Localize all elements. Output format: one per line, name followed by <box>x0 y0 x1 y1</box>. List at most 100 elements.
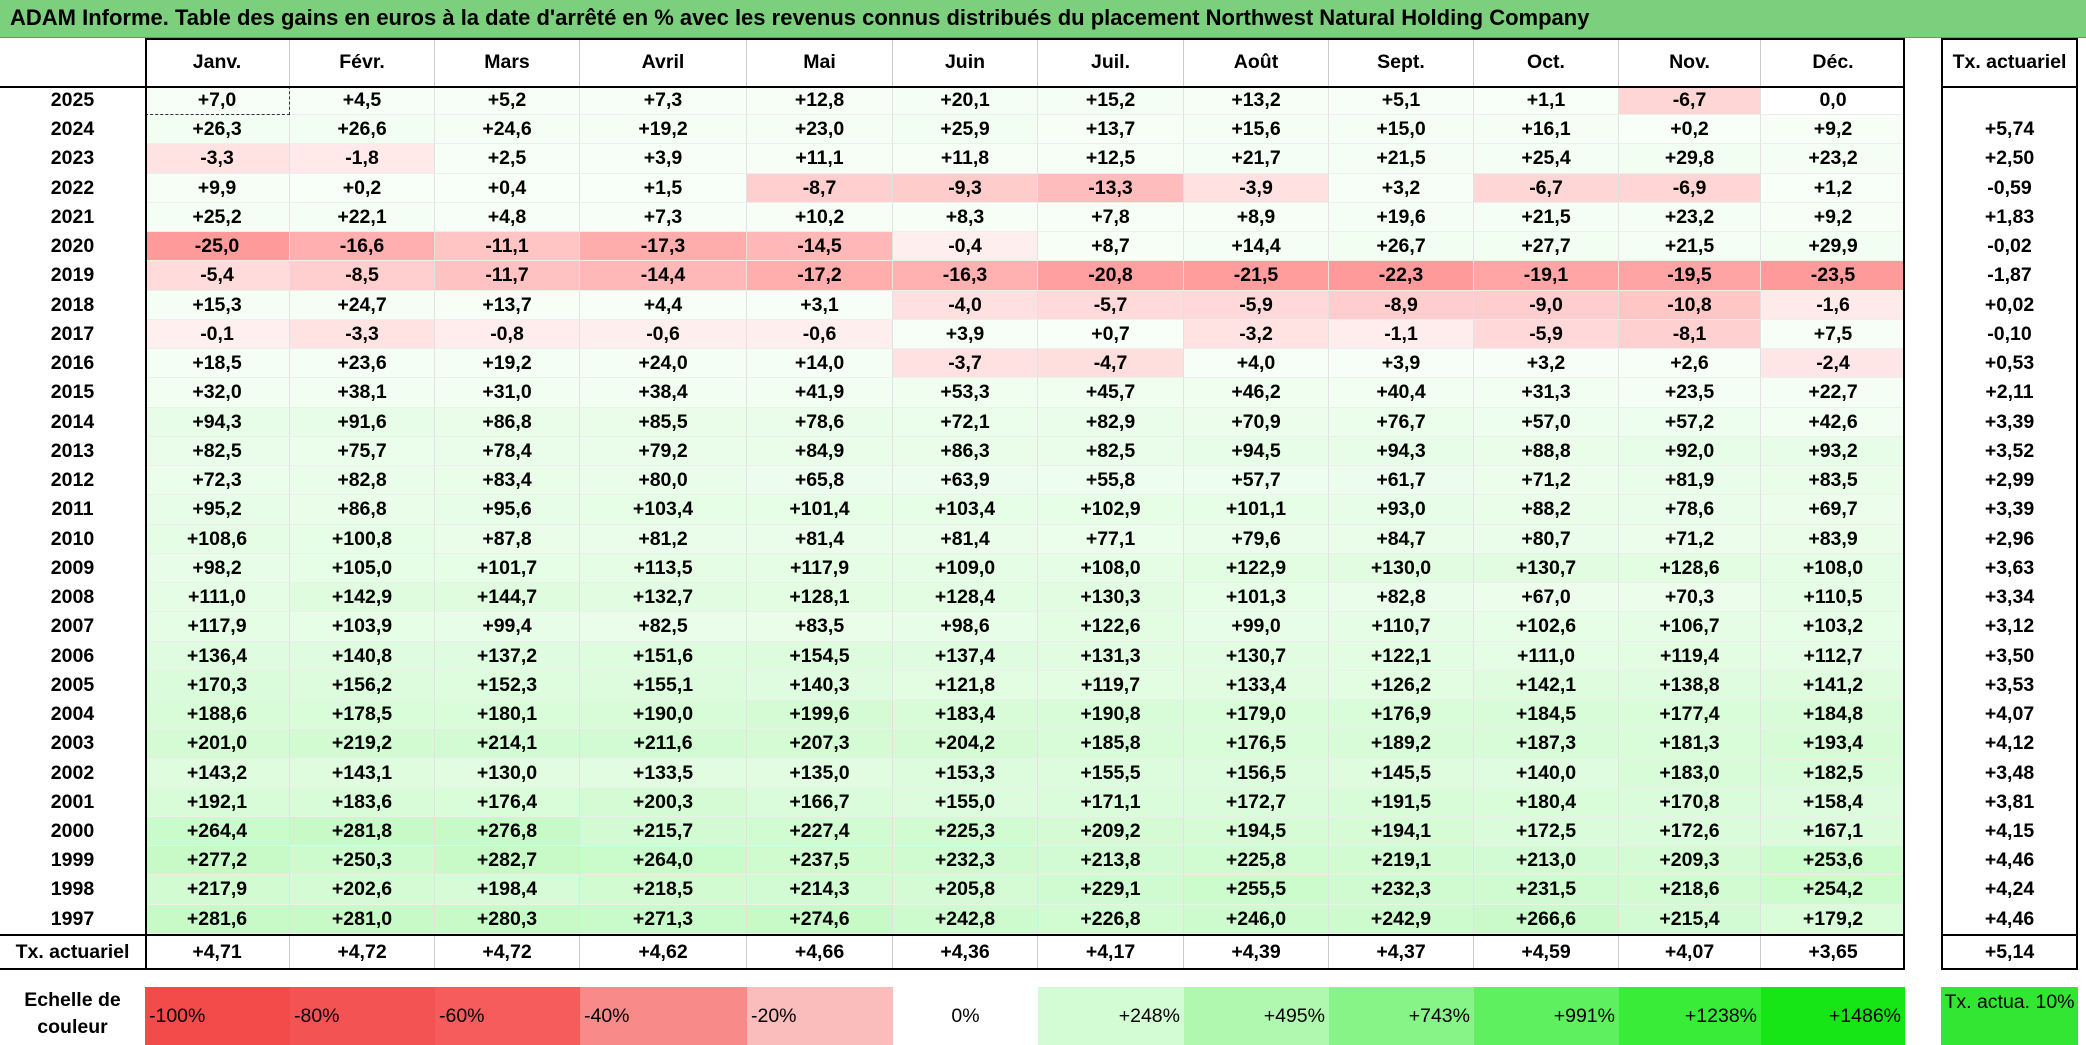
row-year-label: 1997 <box>50 907 95 930</box>
table-cell: +88,8 <box>1474 436 1619 467</box>
row-rate-cell: +0,02 <box>1984 293 2035 316</box>
table-cell: +3,9 <box>893 319 1038 350</box>
table-cell: +16,1 <box>1474 115 1619 145</box>
table-cell: +0,4 <box>435 173 580 203</box>
table-cell: +281,0 <box>290 904 435 934</box>
table-cell: +154,5 <box>747 641 893 671</box>
row-rate-cell: +4,07 <box>1984 703 2035 726</box>
table-cell: +133,5 <box>580 758 747 788</box>
table-cell: +20,1 <box>893 86 1038 116</box>
table-cell: +3,1 <box>747 290 893 320</box>
row-rate-cell <box>1941 86 2078 115</box>
table-cell: -1,6 <box>1761 290 1905 320</box>
table-cell: +38,1 <box>290 378 435 408</box>
table-cell: +153,3 <box>893 758 1038 788</box>
table-cell: +26,7 <box>1329 232 1474 262</box>
row-year-label: 2023 <box>50 147 95 170</box>
table-cell: +57,7 <box>1184 466 1329 496</box>
table-cell: +103,4 <box>580 495 747 525</box>
legend-swatch: 0% <box>893 986 1038 1045</box>
row-rate-cell: +0,53 <box>1984 352 2035 375</box>
table-cell: +119,7 <box>1038 670 1184 701</box>
table-cell: +38,4 <box>580 378 747 408</box>
table-cell: -3,9 <box>1184 173 1329 203</box>
table-cell: +110,7 <box>1329 612 1474 642</box>
table-cell: +128,1 <box>747 583 893 613</box>
table-cell: -23,5 <box>1761 261 1905 291</box>
table-cell: +81,4 <box>747 524 893 554</box>
column-header-month: Sept. <box>1329 38 1474 86</box>
legend-swatch: +991% <box>1474 986 1619 1045</box>
table-cell: +225,8 <box>1184 846 1329 876</box>
table-cell: +15,2 <box>1038 86 1184 116</box>
table-cell: -8,5 <box>290 261 435 291</box>
table-cell: +194,5 <box>1184 817 1329 847</box>
table-cell: +21,7 <box>1184 144 1329 174</box>
row-year-label: 2003 <box>50 732 95 755</box>
table-cell: +65,8 <box>747 466 893 496</box>
table-cell: -1,1 <box>1329 319 1474 350</box>
table-cell: +19,6 <box>1329 202 1474 233</box>
table-cell: +237,5 <box>747 846 893 876</box>
table-cell: +83,5 <box>747 612 893 642</box>
row-rate-cell: +2,11 <box>1985 381 2034 404</box>
table-cell: +79,6 <box>1184 524 1329 554</box>
table-cell: -6,7 <box>1619 86 1761 116</box>
table-cell: -20,8 <box>1038 261 1184 291</box>
table-cell: +26,6 <box>290 115 435 145</box>
table-cell: +264,4 <box>145 817 290 847</box>
table-cell: +13,7 <box>435 290 580 320</box>
table-cell: +86,3 <box>893 436 1038 467</box>
table-cell: +84,7 <box>1329 524 1474 554</box>
table-cell: +14,0 <box>747 349 893 379</box>
column-header-month: Mai <box>747 38 893 86</box>
table-cell: +94,3 <box>1329 436 1474 467</box>
table-cell: +142,1 <box>1474 670 1619 701</box>
table-cell: +86,8 <box>290 495 435 525</box>
table-cell: +277,2 <box>145 846 290 876</box>
row-rate-cell: +2,50 <box>1984 147 2035 170</box>
table-cell: -5,9 <box>1184 290 1329 320</box>
table-cell: +214,3 <box>747 875 893 905</box>
table-cell: +122,9 <box>1184 553 1329 584</box>
table-cell: +11,1 <box>747 144 893 174</box>
column-header-month: Oct. <box>1474 38 1619 86</box>
table-cell: +67,0 <box>1474 583 1619 613</box>
table-cell: +7,5 <box>1761 319 1905 350</box>
row-year-label: 2021 <box>50 205 95 228</box>
row-rate-cell: -0,59 <box>1987 176 2032 199</box>
row-year-label: 2004 <box>50 703 95 726</box>
table-cell: +209,3 <box>1619 846 1761 876</box>
table-cell: +12,5 <box>1038 144 1184 174</box>
table-cell: +3,9 <box>1329 349 1474 379</box>
table-cell: +229,1 <box>1038 875 1184 905</box>
table-cell: +172,7 <box>1184 787 1329 817</box>
footer-rate-cell: +4,36 <box>893 933 1038 970</box>
table-cell: +144,7 <box>435 583 580 613</box>
table-cell: -19,1 <box>1474 261 1619 291</box>
table-cell: +92,0 <box>1619 436 1761 467</box>
row-rate-cell: +1,83 <box>1984 205 2035 228</box>
legend-swatch: +248% <box>1038 986 1184 1045</box>
table-cell: +193,4 <box>1761 729 1905 759</box>
table-cell: +82,5 <box>580 612 747 642</box>
table-cell: +84,9 <box>747 436 893 467</box>
row-rate-cell: -0,10 <box>1987 322 2032 345</box>
row-year-label: 2015 <box>50 381 95 404</box>
table-cell: +99,0 <box>1184 612 1329 642</box>
table-cell: +25,2 <box>145 202 290 233</box>
table-cell: +101,1 <box>1184 495 1329 525</box>
table-cell: -1,8 <box>290 144 435 174</box>
table-cell: +167,1 <box>1761 817 1905 847</box>
table-cell: +113,5 <box>580 553 747 584</box>
column-header-month: Déc. <box>1812 51 1854 73</box>
table-cell: +242,8 <box>893 904 1038 934</box>
table-cell: -13,3 <box>1038 173 1184 203</box>
table-cell: -0,6 <box>747 319 893 350</box>
table-cell: +207,3 <box>747 729 893 759</box>
table-cell: +29,8 <box>1619 144 1761 174</box>
table-cell: +130,7 <box>1474 553 1619 584</box>
table-cell: +180,1 <box>435 700 580 730</box>
table-cell: +108,0 <box>1038 553 1184 584</box>
table-cell: +25,9 <box>893 115 1038 145</box>
